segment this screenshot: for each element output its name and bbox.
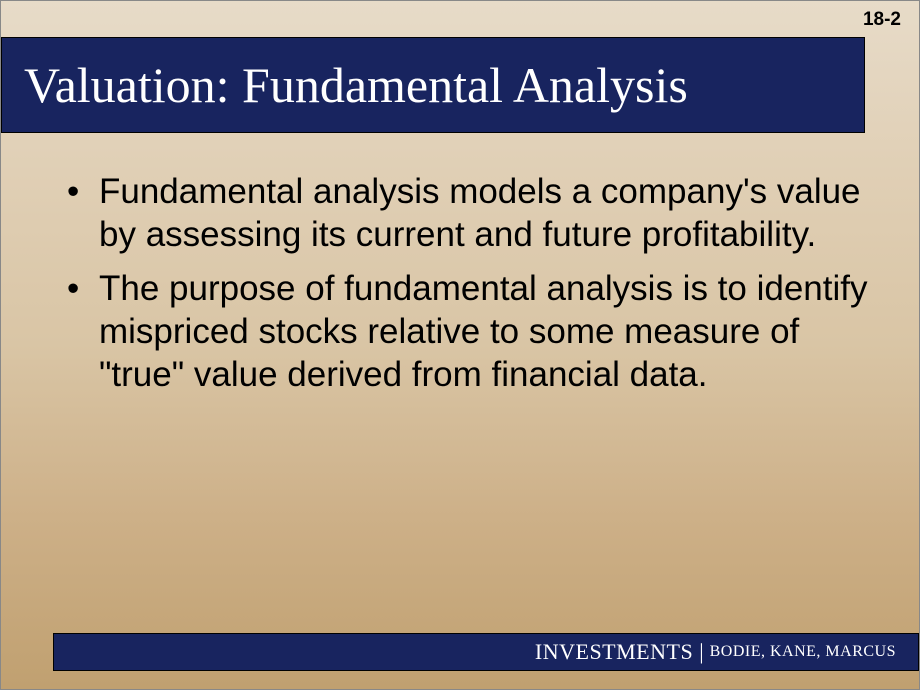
body-content: Fundamental analysis models a company's … [59,171,873,408]
bullet-item: Fundamental analysis models a company's … [59,171,873,256]
bullet-list: Fundamental analysis models a company's … [59,171,873,396]
footer-authors: BODIE, KANE, MARCUS [710,643,896,661]
footer-divider: | [699,639,703,665]
title-bar: Valuation: Fundamental Analysis [1,37,865,133]
page-number: 18-2 [863,9,901,31]
footer-bar: INVESTMENTS | BODIE, KANE, MARCUS [53,633,919,671]
slide-title: Valuation: Fundamental Analysis [24,56,688,114]
footer-title: INVESTMENTS [535,639,693,665]
slide: 18-2 Valuation: Fundamental Analysis Fun… [0,0,920,690]
bullet-item: The purpose of fundamental analysis is t… [59,268,873,396]
